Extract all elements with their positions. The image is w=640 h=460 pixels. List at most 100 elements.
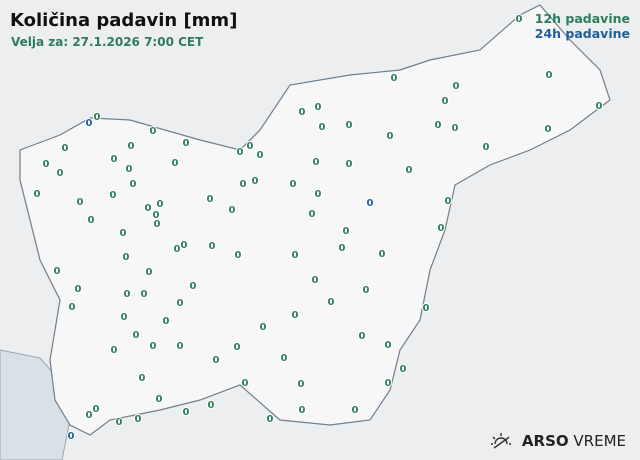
station-value-12h: 0 (135, 414, 142, 425)
station-value-12h: 0 (281, 353, 288, 364)
station-value-12h: 0 (315, 189, 322, 200)
station-value-12h: 0 (379, 249, 386, 260)
station-value-12h: 0 (116, 417, 123, 428)
station-value-12h: 0 (54, 266, 61, 277)
station-value-12h: 0 (352, 405, 359, 416)
station-value-12h: 0 (88, 215, 95, 226)
station-value-12h: 0 (545, 124, 552, 135)
station-value-24h: 0 (367, 198, 374, 209)
station-value-12h: 0 (75, 284, 82, 295)
station-value-12h: 0 (174, 244, 181, 255)
station-value-12h: 0 (292, 250, 299, 261)
station-value-12h: 0 (343, 226, 350, 237)
station-value-12h: 0 (163, 316, 170, 327)
station-value-12h: 0 (130, 179, 137, 190)
station-value-12h: 0 (435, 120, 442, 131)
station-value-12h: 0 (442, 96, 449, 107)
station-value-12h: 0 (157, 199, 164, 210)
station-value-12h: 0 (123, 252, 130, 263)
station-value-12h: 0 (391, 73, 398, 84)
station-value-12h: 0 (121, 312, 128, 323)
station-value-12h: 0 (93, 404, 100, 415)
station-layer: 0 0 0 0 0 0 0 0 0 0 0 0 0 0 0 0 0 0 0 0 0 0 0 0 0 0 0 0 0 0 0 0 0 0 0 0 0 0 0 0… (33, 13, 604, 443)
station-value-12h: 0 (423, 303, 430, 314)
station-value-12h: 0 (452, 123, 459, 134)
station-value-12h: 0 (299, 107, 306, 118)
station-value-12h: 0 (111, 345, 118, 356)
page-title: Količina padavin [mm] (10, 10, 238, 31)
logo-product: VREME (573, 432, 626, 450)
station-value-12h: 0 (111, 154, 118, 165)
station-value-12h: 0 (128, 141, 135, 152)
station-value-12h: 0 (177, 298, 184, 309)
station-value-12h: 0 (141, 289, 148, 300)
station-value-24h: 0 (68, 431, 75, 442)
station-value-12h: 0 (77, 197, 84, 208)
station-value-12h: 0 (124, 289, 131, 300)
station-value-12h: 0 (267, 414, 274, 425)
arso-logo: ARSO VREME (490, 432, 626, 450)
station-value-12h: 0 (150, 126, 157, 137)
station-value-12h: 0 (346, 159, 353, 170)
station-value-12h: 0 (313, 157, 320, 168)
station-value-12h: 0 (363, 285, 370, 296)
station-value-12h: 0 (400, 364, 407, 375)
station-value-12h: 0 (183, 407, 190, 418)
station-value-12h: 0 (292, 310, 299, 321)
station-value-12h: 0 (43, 159, 50, 170)
legend-12h: 12h padavine (534, 11, 630, 26)
station-value-12h: 0 (240, 179, 247, 190)
station-value-12h: 0 (596, 101, 603, 112)
station-value-12h: 0 (359, 331, 366, 342)
station-value-24h: 0 (86, 118, 93, 129)
station-value-12h: 0 (229, 205, 236, 216)
legend: 12h padavine 24h padavine (535, 11, 630, 41)
sun-icon (490, 433, 511, 449)
legend-24h: 24h padavine (534, 26, 630, 41)
station-value-12h: 0 (406, 165, 413, 176)
logo-brand: ARSO (521, 432, 569, 450)
station-value-12h: 0 (86, 410, 93, 421)
station-value-12h: 0 (319, 122, 326, 133)
valid-time: Velja za: 27.1.2026 7:00 CET (11, 35, 204, 49)
station-value-12h: 0 (172, 158, 179, 169)
slovenia-outline (19, 4, 611, 436)
station-value-12h: 0 (237, 147, 244, 158)
station-value-12h: 0 (315, 102, 322, 113)
station-value-12h: 0 (139, 373, 146, 384)
station-value-12h: 0 (145, 203, 152, 214)
station-value-12h: 0 (209, 241, 216, 252)
station-value-12h: 0 (235, 250, 242, 261)
station-value-12h: 0 (69, 302, 76, 313)
station-value-12h: 0 (34, 189, 41, 200)
station-value-12h: 0 (385, 378, 392, 389)
station-value-12h: 0 (387, 131, 394, 142)
station-value-12h: 0 (213, 355, 220, 366)
station-value-12h: 0 (183, 138, 190, 149)
station-value-12h: 0 (120, 228, 127, 239)
station-value-12h: 0 (309, 209, 316, 220)
station-value-12h: 0 (156, 394, 163, 405)
station-value-12h: 0 (290, 179, 297, 190)
station-value-12h: 0 (234, 342, 241, 353)
station-value-12h: 0 (154, 219, 161, 230)
station-value-12h: 0 (299, 405, 306, 416)
station-value-12h: 0 (516, 14, 523, 25)
station-value-12h: 0 (150, 341, 157, 352)
station-value-12h: 0 (385, 340, 392, 351)
station-value-12h: 0 (438, 223, 445, 234)
station-value-12h: 0 (453, 81, 460, 92)
station-value-12h: 0 (181, 240, 188, 251)
station-value-12h: 0 (546, 70, 553, 81)
station-value-12h: 0 (346, 120, 353, 131)
station-value-12h: 0 (260, 322, 267, 333)
station-value-12h: 0 (110, 190, 117, 201)
station-value-12h: 0 (208, 400, 215, 411)
station-value-12h: 0 (207, 194, 214, 205)
station-value-12h: 0 (57, 168, 64, 179)
station-value-12h: 0 (328, 297, 335, 308)
station-value-12h: 0 (445, 196, 452, 207)
station-value-12h: 0 (252, 176, 259, 187)
station-value-12h: 0 (483, 142, 490, 153)
